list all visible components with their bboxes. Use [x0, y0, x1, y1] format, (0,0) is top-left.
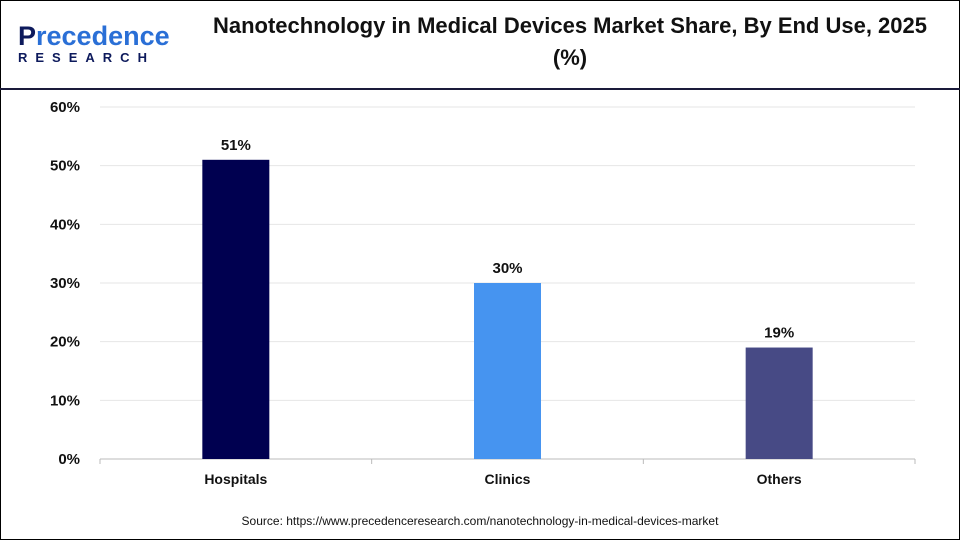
x-tick-label: Hospitals — [204, 471, 267, 487]
precedence-research-logo: Precedence RESEARCH — [18, 21, 170, 65]
y-tick-label: 50% — [50, 158, 80, 175]
bar-hospitals — [202, 159, 270, 460]
source-text: Source: https://www.precedenceresearch.c… — [241, 514, 719, 528]
bar-clinics — [474, 283, 541, 459]
data-label: 30% — [492, 260, 522, 277]
y-tick-label: 0% — [58, 451, 80, 468]
x-tick-label: Clinics — [485, 471, 531, 487]
x-tick-label: Others — [757, 471, 802, 487]
y-tick-label: 40% — [50, 216, 80, 233]
y-tick-label: 60% — [50, 99, 80, 116]
bar-others — [745, 347, 813, 459]
y-tick-label: 20% — [50, 334, 80, 351]
data-label: 51% — [221, 137, 251, 154]
y-tick-label: 10% — [50, 392, 80, 409]
header: Precedence RESEARCH Nanotechnology in Me… — [0, 0, 960, 90]
data-label: 19% — [764, 325, 794, 342]
chart-title: Nanotechnology in Medical Devices Market… — [212, 13, 928, 70]
y-tick-label: 30% — [50, 275, 80, 292]
